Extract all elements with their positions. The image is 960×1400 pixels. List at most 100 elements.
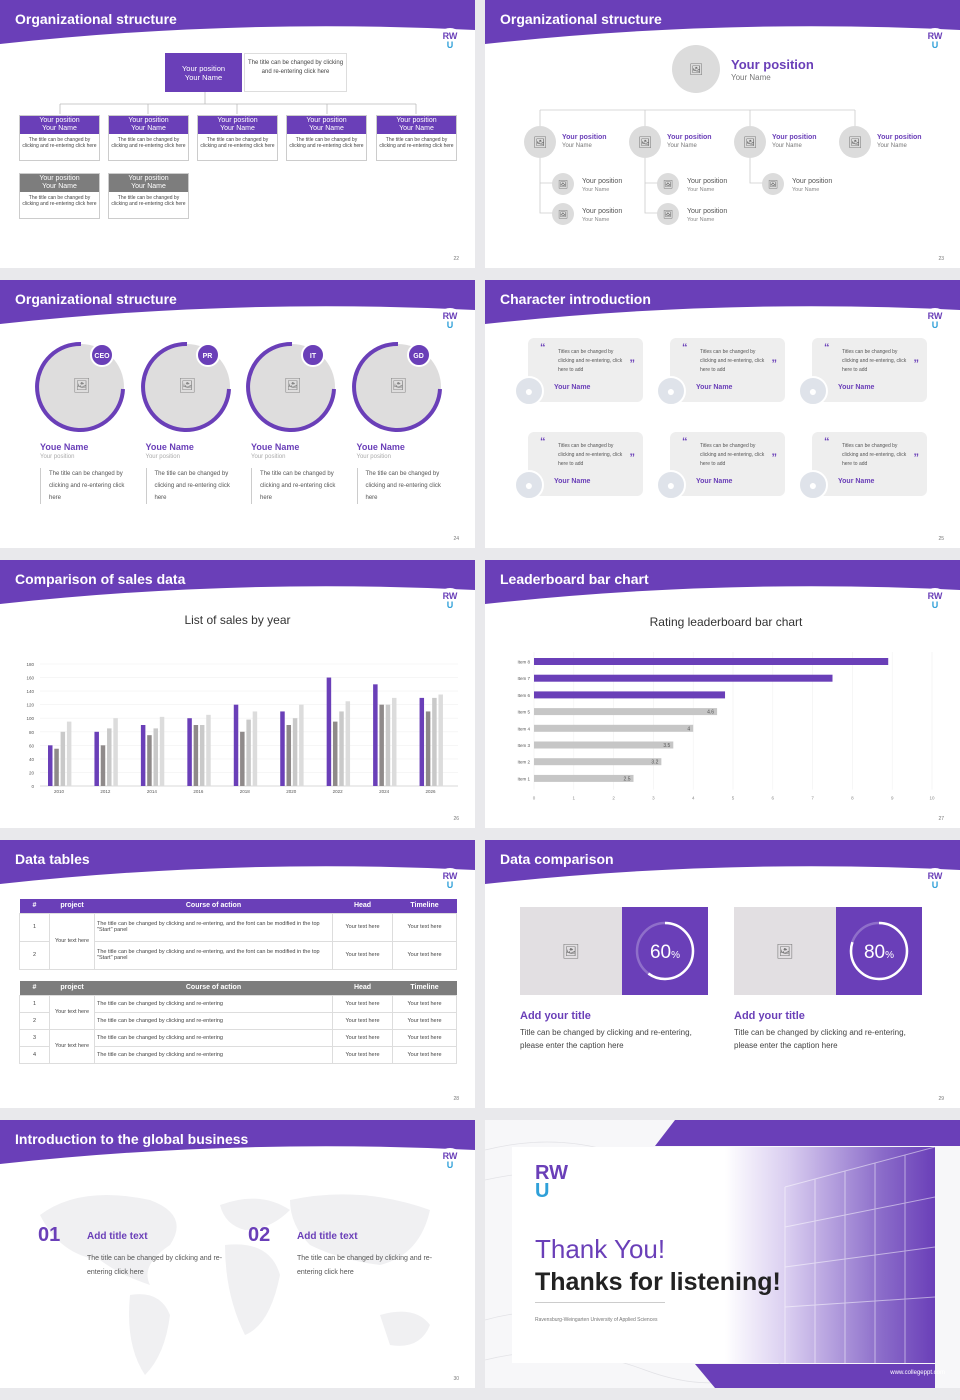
bar (48, 745, 53, 786)
bar (438, 694, 443, 786)
page-number: 25 (938, 536, 944, 542)
slide-23[interactable]: Organizational structure RW U 🖼 Your posi… (485, 0, 960, 268)
position-label: Your position Your Name (877, 134, 922, 149)
bar (373, 684, 378, 786)
role-badge: IT (301, 343, 325, 367)
top-position-box[interactable]: Your position Your Name (165, 53, 242, 92)
x-tick-label: 0 (533, 796, 536, 801)
x-tick-label: 2018 (240, 789, 251, 794)
y-tick-label: 40 (29, 757, 35, 762)
image-placeholder-icon: 🖼 (657, 203, 679, 225)
role-badge: GD (406, 343, 431, 367)
quote-card[interactable]: “” Titles can be changed by clicking and … (812, 432, 927, 496)
org-position-desc: The title can be changed by clicking and… (200, 137, 275, 149)
percentage-value: 80% (864, 942, 894, 963)
x-tick-label: 1 (573, 796, 576, 801)
y-tick-label: Item 4 (517, 726, 530, 731)
quote-card[interactable]: “” Titles can be changed by clicking and … (528, 432, 643, 496)
world-map-background (40, 1194, 430, 1375)
slide-30[interactable]: Introduction to the global business RW U … (0, 1120, 475, 1388)
org-position-box[interactable]: Your position Your Name The title can be c… (197, 115, 278, 161)
person-info: Youe Name Your position The title can be c… (251, 442, 343, 504)
slide-24[interactable]: Organizational structure RW U 🖼 CEO Youe Na… (0, 280, 475, 548)
slide-title: Organizational structure (500, 11, 662, 27)
slide-title: Organizational structure (15, 291, 177, 307)
open-quote-icon: “ (682, 342, 688, 354)
slide-header: Data comparison (485, 840, 960, 886)
bar (286, 725, 292, 786)
org-position-box[interactable]: Your position Your Name The title can be c… (108, 115, 189, 161)
open-quote-icon: “ (824, 342, 830, 354)
slide-22[interactable]: Organizational structure RW U Your positi… (0, 0, 475, 268)
divider (535, 1302, 665, 1303)
org-position-box[interactable]: Your position Your Name The title can be c… (19, 115, 100, 161)
bar (345, 701, 351, 786)
bar (534, 724, 694, 732)
bar (60, 731, 66, 786)
percentage-value: 60% (650, 942, 680, 963)
progress-ring: 80% (849, 921, 909, 981)
image-placeholder-icon: 🖼 (657, 173, 679, 195)
open-quote-icon: “ (540, 342, 546, 354)
avatar: ● (656, 376, 686, 406)
image-placeholder: 🖼 (734, 907, 836, 995)
image-placeholder-icon: 🖼 (762, 173, 784, 195)
top-position: Your position Your Name (731, 57, 814, 82)
slide-header: Organizational structure (0, 280, 475, 326)
avatar: ● (514, 376, 544, 406)
progress-ring-fill (635, 921, 695, 981)
bar (534, 674, 833, 682)
bar (113, 718, 118, 786)
person-info: Youe Name Your position The title can be c… (356, 442, 449, 504)
slide-thank-you[interactable]: RW U Thank You! Thanks for listening! Rav… (485, 1120, 960, 1388)
slide-title: Organizational structure (15, 11, 177, 27)
percentage-box: 60% (622, 907, 708, 995)
bar (534, 691, 726, 699)
org-position-box[interactable]: Your position Your Name The title can be c… (376, 115, 457, 161)
image-placeholder-icon: 🖼 (629, 126, 661, 158)
image-placeholder-icon: 🖼 (734, 126, 766, 158)
org-position-box[interactable]: Your position Your Name The title can be c… (108, 173, 189, 219)
quote-card[interactable]: “” Titles can be changed by clicking and … (528, 338, 643, 402)
table-row: 2 The title can be changed by clicking an… (19, 940, 457, 970)
bar (140, 725, 146, 786)
university-logo: RW U (921, 868, 949, 896)
org-position-box[interactable]: Your position Your Name The title can be c… (19, 173, 100, 219)
slide-27[interactable]: Leaderboard bar chart RW U Rating leaderb… (485, 560, 960, 828)
bar (534, 758, 662, 766)
bar (66, 721, 72, 786)
top-position-desc: The title can be changed by clicking and… (244, 53, 347, 92)
slide-25[interactable]: Character introduction RW U “” Titles can … (485, 280, 960, 548)
chart-title: Rating leaderboard bar chart (649, 615, 803, 629)
website-url[interactable]: www.collegeppt.com (890, 1370, 945, 1376)
bar (233, 704, 239, 786)
quote-card[interactable]: “” Titles can be changed by clicking and … (670, 432, 785, 496)
bar (107, 728, 112, 786)
sales-bar-chart: Series1Series2Series3Series4020406080100… (26, 662, 458, 794)
purple-arc (140, 341, 231, 432)
quote-card[interactable]: “” Titles can be changed by clicking and … (670, 338, 785, 402)
progress-ring: 60% (635, 921, 695, 981)
y-tick-label: 100 (26, 716, 34, 721)
slide-29[interactable]: Data comparison RW U 🖼 60% Add your title Ti… (485, 840, 960, 1108)
bar (332, 721, 338, 786)
image-placeholder-icon: 🖼 (73, 377, 91, 393)
image-placeholder-icon: 🖼 (552, 203, 574, 225)
university-logo: RW U (921, 308, 949, 336)
slide-title: Leaderboard bar chart (500, 571, 649, 587)
bar (425, 711, 431, 786)
quote-card[interactable]: “” Titles can be changed by clicking and … (812, 338, 927, 402)
university-logo: RW U (436, 28, 464, 56)
data-label: 2.5 (624, 776, 631, 782)
tree-lines (539, 109, 856, 214)
org-position-desc: The title can be changed by clicking and… (379, 137, 454, 149)
slide-28[interactable]: Data tables RW U # project Course of action… (0, 840, 475, 1108)
org-position-box[interactable]: Your position Your Name The title can be c… (286, 115, 367, 161)
slide-26[interactable]: Comparison of sales data RW U List of sal… (0, 560, 475, 828)
x-tick-label: 4 (692, 796, 695, 801)
bar (292, 718, 298, 786)
university-logo: RW U (436, 588, 464, 616)
university-logo: RW U (436, 308, 464, 336)
x-tick-label: 2024 (379, 789, 390, 794)
role-badge: PR (195, 343, 220, 367)
